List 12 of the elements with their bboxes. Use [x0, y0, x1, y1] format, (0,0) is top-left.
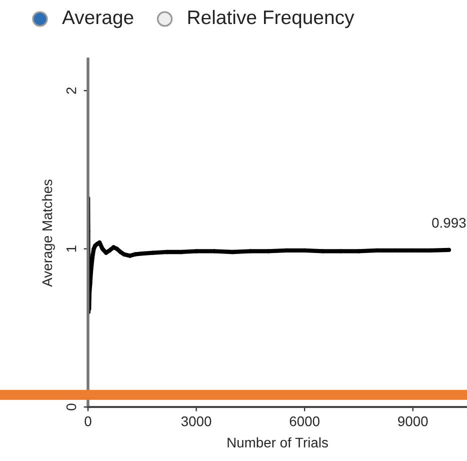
x-axis-title: Number of Trials — [228, 437, 328, 448]
text: Relative Frequency — [188, 10, 354, 28]
y-tick-label: 1 — [66, 246, 76, 252]
x-tick-label: 3000 — [181, 416, 212, 426]
x-tick-label: 9000 — [398, 416, 428, 426]
x-tick-label: 6000 — [290, 416, 320, 426]
annotation: 0.993 — [432, 218, 466, 228]
x-tick-label: 0 — [84, 416, 92, 426]
text: Average — [62, 10, 134, 28]
y-tick-label: 2 — [66, 87, 76, 94]
y-tick-label: 0 — [66, 404, 76, 410]
y-axis-title: Average Matches — [42, 180, 55, 287]
